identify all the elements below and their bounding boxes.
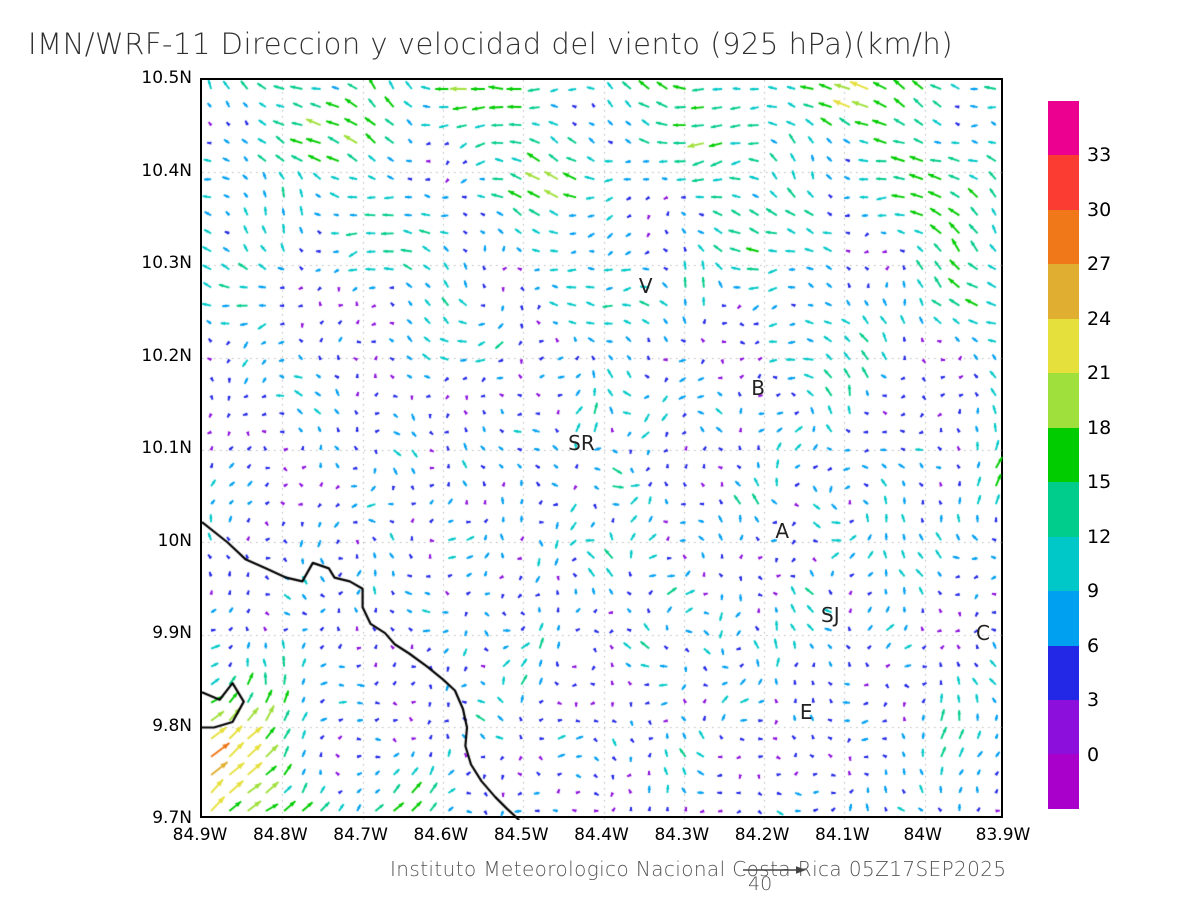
colorbar-tick-label: 27 xyxy=(1087,253,1112,276)
page-title: IMN/WRF-11 Direccion y velocidad del vie… xyxy=(28,27,954,61)
x-axis-tick-label: 84.9W xyxy=(172,825,228,845)
colorbar-band xyxy=(1048,591,1079,646)
x-axis-tick-label: 84.5W xyxy=(493,825,549,845)
colorbar-tick-label: 21 xyxy=(1087,362,1112,385)
colorbar-tick-label: 24 xyxy=(1087,307,1112,330)
colorbar-band xyxy=(1048,264,1079,319)
x-axis-tick-label: 84.1W xyxy=(815,825,870,845)
colorbar-tick-label: 0 xyxy=(1087,743,1100,766)
station-label-b: B xyxy=(751,375,765,400)
y-axis-tick-label: 10.2N xyxy=(141,345,192,366)
colorbar-tick-label: 9 xyxy=(1087,580,1100,603)
colorbar-band xyxy=(1048,754,1079,809)
colorbar-tick-label: 6 xyxy=(1087,634,1100,657)
colorbar-band xyxy=(1048,645,1079,700)
colorbar-tick-label: 3 xyxy=(1087,689,1100,712)
colorbar-band xyxy=(1048,373,1079,428)
x-axis-tick-label: 83.9W xyxy=(975,825,1031,845)
x-axis-tick-label: 84.4W xyxy=(574,825,629,845)
station-label-a: A xyxy=(775,519,790,544)
wind-vector-plot xyxy=(200,78,1005,820)
colorbar-band xyxy=(1048,482,1079,537)
colorbar-band xyxy=(1048,101,1079,156)
wind-vector-canvas xyxy=(202,80,1005,820)
x-axis-tick-label: 84.7W xyxy=(333,825,388,845)
station-label-sj: SJ xyxy=(821,602,840,627)
x-axis-tick-label: 84.6W xyxy=(413,825,469,845)
reference-vector-arrow xyxy=(742,862,812,881)
x-axis-tick-label: 84.2W xyxy=(734,825,790,845)
colorbar-tick-label: 12 xyxy=(1087,525,1112,548)
reference-vector-label: 40 xyxy=(748,873,773,895)
station-label-v: V xyxy=(638,274,653,299)
colorbar-band xyxy=(1048,209,1079,265)
y-axis-tick-label: 9.7N xyxy=(152,808,192,828)
colorbar xyxy=(1048,101,1079,809)
y-axis-tick-label: 9.8N xyxy=(152,715,192,736)
colorbar-tick-label: 18 xyxy=(1087,416,1112,439)
y-axis-tick-label: 10.1N xyxy=(141,438,192,458)
y-axis-tick-label: 9.9N xyxy=(152,623,192,643)
y-axis-tick-label: 10.3N xyxy=(141,253,192,273)
station-label-sr: SR xyxy=(568,431,595,456)
colorbar-band xyxy=(1048,318,1079,374)
station-label-e: E xyxy=(799,699,813,724)
colorbar-tick-label: 33 xyxy=(1087,144,1112,167)
colorbar-band xyxy=(1048,536,1079,592)
colorbar-band xyxy=(1048,155,1079,210)
colorbar-band xyxy=(1048,699,1079,755)
x-axis-tick-label: 84.3W xyxy=(654,825,710,845)
colorbar-tick-label: 30 xyxy=(1087,198,1112,221)
colorbar-band xyxy=(1048,427,1079,483)
y-axis-tick-label: 10.5N xyxy=(141,68,192,88)
y-axis-tick-label: 10N xyxy=(157,530,192,551)
station-label-c: C xyxy=(975,621,990,645)
footer-credit: Instituto Meteorologico Nacional Costa R… xyxy=(390,857,1007,881)
colorbar-tick-label: 15 xyxy=(1087,471,1112,494)
y-axis-tick-label: 10.4N xyxy=(141,160,192,181)
x-axis-tick-label: 84.8W xyxy=(252,825,308,845)
x-axis-tick-label: 84W xyxy=(903,825,942,845)
